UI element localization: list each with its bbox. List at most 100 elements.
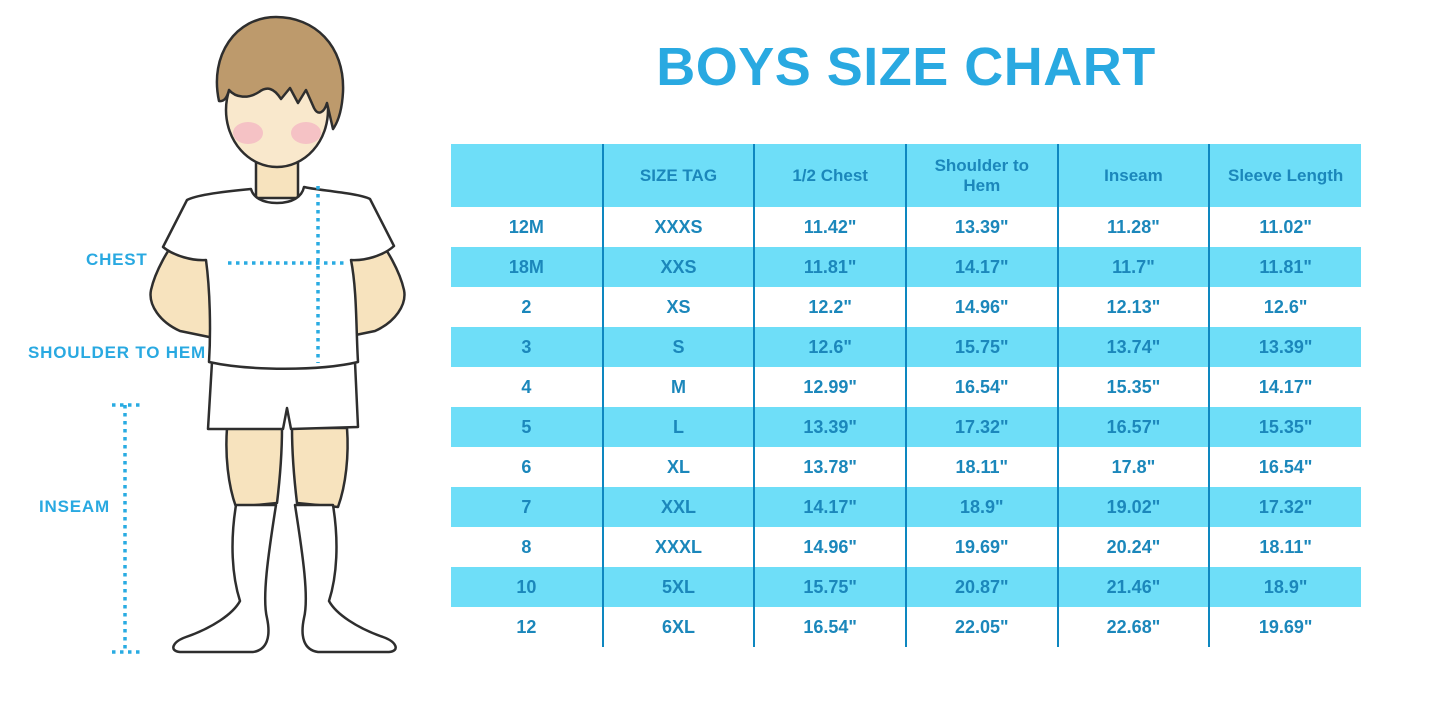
size-table: SIZE TAG 1/2 Chest Shoulder to Hem Inseam Sl… <box>451 144 1361 647</box>
table-cell: 19.69" <box>904 527 1058 567</box>
table-cell: 18.11" <box>904 447 1058 487</box>
table-cell: 15.75" <box>753 567 906 607</box>
table-cell: 13.39" <box>904 207 1058 247</box>
boy-illustration <box>112 15 406 654</box>
table-cell: L <box>601 407 755 447</box>
table-cell: 12 <box>516 616 537 637</box>
table-cell: 11.42" <box>753 207 906 247</box>
table-cell: 4 <box>521 376 532 397</box>
table-cell: 5 <box>521 416 532 437</box>
table-cell: 12.6" <box>753 327 906 367</box>
table-cell: 14.96" <box>753 527 906 567</box>
column-header: Shoulder to Hem <box>904 144 1058 207</box>
boy-sock-left <box>172 503 278 654</box>
table-cell: 13.39" <box>1208 327 1361 367</box>
table-cell: 18M <box>508 256 544 277</box>
table-cell: 12.6" <box>1208 287 1361 327</box>
boy-shorts <box>206 360 360 431</box>
boy-sock-right <box>293 503 397 654</box>
table-cell: 2 <box>521 296 532 317</box>
table-cell: 11.7" <box>1056 247 1210 287</box>
table-cell: 20.87" <box>904 567 1058 607</box>
page-title: BOYS SIZE CHART <box>656 37 1156 97</box>
table-cell: 12.99" <box>753 367 906 407</box>
table-row: 2 XS 12.2" 14.96" 12.13" 12.6" <box>451 287 1361 327</box>
table-cell: 19.02" <box>1056 487 1210 527</box>
table-cell: 15.75" <box>904 327 1058 367</box>
table-cell: 13.78" <box>753 447 906 487</box>
table-cell: 15.35" <box>1208 407 1361 447</box>
table-row: 12 6XL 16.54" 22.05" 22.68" 19.69" <box>451 607 1361 647</box>
table-cell: 8 <box>521 536 532 557</box>
table-cell: 16.54" <box>753 607 906 647</box>
table-row: 7 XXL 14.17" 18.9" 19.02" 17.32" <box>451 487 1361 527</box>
table-cell: 21.46" <box>1056 567 1210 607</box>
boy-cheek-right <box>291 122 321 144</box>
table-cell: 22.68" <box>1056 607 1210 647</box>
table-row: 4 M 12.99" 16.54" 15.35" 14.17" <box>451 367 1361 407</box>
table-cell: 13.74" <box>1056 327 1210 367</box>
table-cell: 16.54" <box>1208 447 1361 487</box>
measurement-figure: CHEST SHOULDER TO HEM INSEAM <box>0 0 450 723</box>
table-row: 3 S 12.6" 15.75" 13.74" 13.39" <box>451 327 1361 367</box>
table-cell: 13.39" <box>753 407 906 447</box>
table-cell: XS <box>601 287 755 327</box>
table-cell: 17.32" <box>1208 487 1361 527</box>
boy-cheek-left <box>233 122 263 144</box>
inseam-label: INSEAM <box>39 497 110 516</box>
table-cell: S <box>601 327 755 367</box>
table-cell: 6XL <box>601 607 755 647</box>
column-header: Inseam <box>1056 144 1210 207</box>
size-table-head: SIZE TAG 1/2 Chest Shoulder to Hem Inseam Sl… <box>451 144 1361 207</box>
table-cell: 12.13" <box>1056 287 1210 327</box>
table-cell: 11.02" <box>1208 207 1361 247</box>
table-cell: 16.57" <box>1056 407 1210 447</box>
table-cell: 11.28" <box>1056 207 1210 247</box>
table-cell: 12M <box>508 216 544 237</box>
column-header: SIZE TAG <box>601 144 755 207</box>
table-row: 10 5XL 15.75" 20.87" 21.46" 18.9" <box>451 567 1361 607</box>
table-cell: XXL <box>601 487 755 527</box>
table-cell: 11.81" <box>1208 247 1361 287</box>
table-cell: 14.17" <box>1208 367 1361 407</box>
table-cell: XL <box>601 447 755 487</box>
table-cell: 18.11" <box>1208 527 1361 567</box>
column-header: 1/2 Chest <box>753 144 906 207</box>
table-cell: 14.17" <box>904 247 1058 287</box>
table-cell: 12.2" <box>753 287 906 327</box>
table-cell: 14.96" <box>904 287 1058 327</box>
table-cell: 19.69" <box>1208 607 1361 647</box>
table-cell: 16.54" <box>904 367 1058 407</box>
table-cell: 3 <box>521 336 532 357</box>
table-row: 18M XXS 11.81" 14.17" 11.7" 11.81" <box>451 247 1361 287</box>
table-row: 12M XXXS 11.42" 13.39" 11.28" 11.02" <box>451 207 1361 247</box>
boy-tshirt <box>161 185 396 370</box>
table-cell: 11.81" <box>753 247 906 287</box>
table-row: 6 XL 13.78" 18.11" 17.8" 16.54" <box>451 447 1361 487</box>
table-cell: 5XL <box>601 567 755 607</box>
measurement-lines <box>112 186 345 654</box>
table-cell: M <box>601 367 755 407</box>
boy-thigh-right <box>290 426 349 509</box>
table-cell: XXXL <box>601 527 755 567</box>
table-cell: 17.32" <box>904 407 1058 447</box>
table-cell: 20.24" <box>1056 527 1210 567</box>
table-cell: 22.05" <box>904 607 1058 647</box>
column-header <box>451 144 603 207</box>
shoulder-to-hem-label: SHOULDER TO HEM <box>28 343 206 362</box>
table-cell: 10 <box>516 576 537 597</box>
table-cell: 18.9" <box>904 487 1058 527</box>
chart-content: BOYS SIZE CHART SIZE TAG 1/2 Chest Shoulde… <box>451 0 1362 723</box>
table-cell: 14.17" <box>753 487 906 527</box>
column-header: Sleeve Length <box>1208 144 1361 207</box>
boy-hair <box>215 15 345 131</box>
table-cell: 7 <box>521 496 532 517</box>
table-cell: 17.8" <box>1056 447 1210 487</box>
table-row: 8 XXXL 14.96" 19.69" 20.24" 18.11" <box>451 527 1361 567</box>
table-cell: 18.9" <box>1208 567 1361 607</box>
size-table-head-row: SIZE TAG 1/2 Chest Shoulder to Hem Inseam Sl… <box>451 144 1361 207</box>
table-cell: 6 <box>521 456 532 477</box>
table-cell: XXXS <box>601 207 755 247</box>
table-cell: XXS <box>601 247 755 287</box>
